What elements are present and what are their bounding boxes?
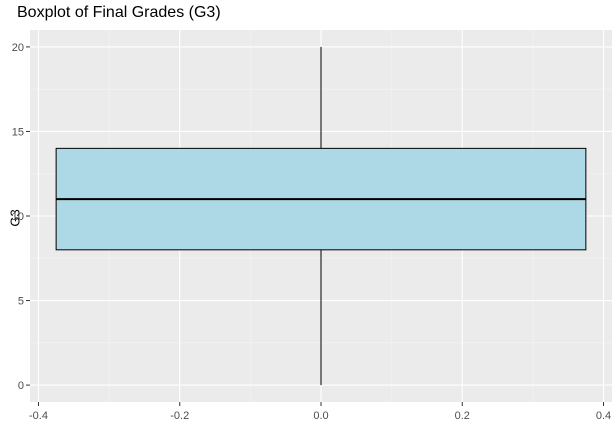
x-tick-label: 0.0	[313, 410, 328, 422]
chart-title: Boxplot of Final Grades (G3)	[17, 4, 221, 21]
y-tick-label: 5	[18, 296, 24, 308]
x-tick-label: -0.4	[29, 410, 48, 422]
y-tick-label: 15	[12, 126, 24, 138]
y-tick-label: 10	[12, 211, 24, 223]
y-tick-label: 20	[12, 42, 24, 54]
x-tick-label: 0.2	[455, 410, 470, 422]
y-tick-label: 0	[18, 380, 24, 392]
x-tick-label: -0.2	[170, 410, 189, 422]
x-tick-label: 0.4	[596, 410, 611, 422]
